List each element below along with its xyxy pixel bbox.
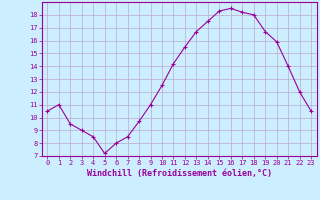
X-axis label: Windchill (Refroidissement éolien,°C): Windchill (Refroidissement éolien,°C) [87,169,272,178]
